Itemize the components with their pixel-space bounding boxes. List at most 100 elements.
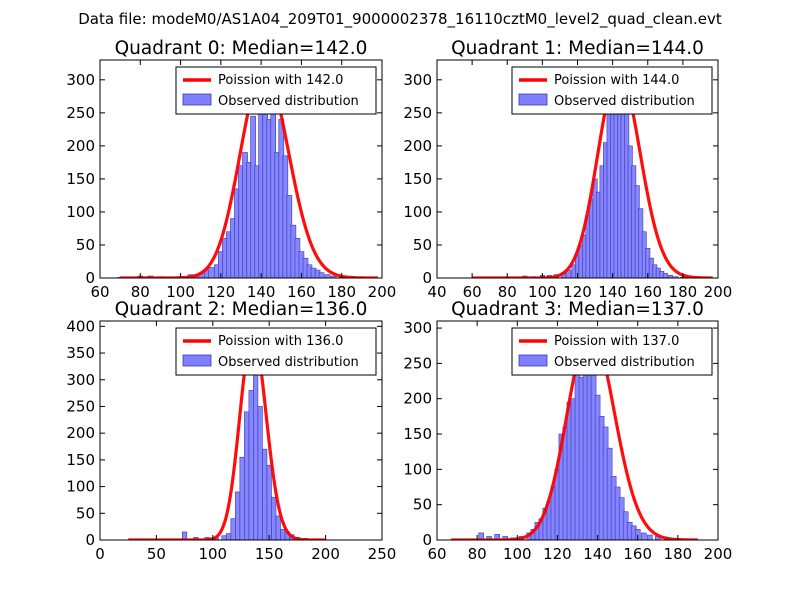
y-tick-label: 150 (403, 425, 432, 443)
histogram-bar-8 (239, 456, 245, 540)
x-tick-label: 250 (368, 545, 397, 563)
x-tick-label: 200 (704, 283, 733, 301)
y-tick-label: 100 (66, 478, 95, 496)
x-tick-label: 150 (255, 545, 284, 563)
x-tick-label: 180 (664, 545, 693, 563)
axes-frame (436, 320, 719, 541)
x-tick-label: 120 (563, 283, 592, 301)
y-tick-label: 200 (66, 424, 95, 442)
x-tick-label: 160 (623, 545, 652, 563)
y-tick-label: 0 (85, 531, 95, 549)
x-tick-label: 80 (131, 283, 150, 301)
histogram-bar-6 (230, 518, 236, 540)
legend-patch-swatch (518, 354, 548, 367)
y-tick-label: 50 (413, 236, 432, 254)
legend: Poission with 144.0 Observed distribution (511, 66, 713, 115)
y-tick-label: 300 (66, 71, 95, 89)
y-tick-label: 300 (403, 71, 432, 89)
y-tick-label: 100 (66, 203, 95, 221)
x-tick-label: 60 (427, 545, 446, 563)
legend-label-poisson: Poission with 144.0 (554, 73, 679, 88)
x-tick-label: 100 (503, 545, 532, 563)
chart-title: Quadrant 3: Median=137.0 (451, 299, 704, 320)
x-tick-label: 60 (90, 283, 109, 301)
histogram-bar-38 (324, 274, 331, 278)
x-tick-label: 180 (327, 283, 356, 301)
figure-suptitle: Data file: modeM0/AS1A04_209T01_90000023… (78, 10, 722, 29)
y-tick-label: 0 (85, 269, 95, 287)
histogram-bar-4 (221, 535, 227, 540)
plot-area (451, 327, 698, 540)
legend: Poission with 137.0 Observed distribution (511, 327, 713, 376)
x-tick-label: 120 (543, 545, 572, 563)
y-tick-label: 200 (66, 137, 95, 155)
y-tick-label: 0 (422, 531, 432, 549)
legend-box (511, 66, 713, 115)
legend-patch-swatch (182, 354, 212, 367)
y-tick-label: 400 (66, 317, 95, 335)
legend: Poission with 142.0 Observed distribution (175, 66, 377, 115)
histogram-bar-15 (271, 496, 277, 540)
x-tick-label: 200 (704, 545, 733, 563)
chart-title: Quadrant 1: Median=144.0 (451, 38, 704, 59)
axes-frame (99, 59, 383, 279)
y-tick-label: 250 (403, 104, 432, 122)
poisson-curve-line (127, 332, 327, 540)
plot-area (127, 332, 327, 540)
x-tick-label: 160 (633, 283, 662, 301)
legend-label-poisson: Poission with 137.0 (554, 334, 679, 349)
quadrant-1-chart: 40 60 80 100 120 140 160 180 200 0 50 100 150 200 250 3… (403, 38, 732, 301)
x-tick-label: 140 (247, 283, 276, 301)
y-tick-label: 300 (403, 319, 432, 337)
quadrant-2-chart: 0 50 100 150 200 250 0 50 100 150 200 250 300 350 400 Q… (66, 299, 396, 563)
y-tick-label: 300 (66, 371, 95, 389)
histogram-bar-0 (478, 532, 484, 540)
y-tick-label: 50 (413, 496, 432, 514)
quadrant-3-chart: 60 80 100 120 140 160 180 200 0 50 100 150 200 250 300… (403, 299, 732, 563)
legend-box (175, 66, 377, 115)
chart-title: Quadrant 0: Median=142.0 (115, 38, 368, 59)
x-tick-label: 200 (311, 545, 340, 563)
legend-patch-swatch (518, 93, 548, 106)
x-tick-label: 50 (147, 545, 166, 563)
histogram-bar-34 (640, 532, 647, 540)
y-tick-label: 0 (422, 269, 432, 287)
chart-title: Quadrant 2: Median=136.0 (115, 299, 368, 320)
x-tick-label: 140 (598, 283, 627, 301)
y-tick-label: 100 (403, 203, 432, 221)
y-tick-label: 150 (66, 451, 95, 469)
axes-frame (99, 320, 383, 541)
legend-patch-swatch (182, 93, 212, 106)
histogram-bar-16 (275, 515, 281, 540)
y-tick-label: 50 (76, 504, 95, 522)
y-tick-label: 150 (66, 170, 95, 188)
y-tick-label: 100 (403, 460, 432, 478)
x-tick-label: 100 (528, 283, 557, 301)
x-tick-label: 100 (166, 283, 195, 301)
y-tick-label: 150 (403, 170, 432, 188)
histogram-bar-14 (266, 464, 272, 540)
histogram-bar-37 (318, 272, 325, 278)
x-tick-label: 200 (368, 283, 397, 301)
x-tick-label: 140 (583, 545, 612, 563)
histogram-bar-10 (248, 390, 254, 540)
y-tick-label: 250 (66, 104, 95, 122)
legend-label-observed: Observed distribution (554, 94, 695, 109)
legend-label-observed: Observed distribution (554, 355, 695, 370)
x-tick-label: 0 (95, 545, 105, 563)
poisson-curve-line (472, 70, 713, 278)
x-tick-label: 120 (207, 283, 236, 301)
y-tick-label: 200 (403, 137, 432, 155)
histogram-bar-10 (207, 267, 214, 278)
y-tick-label: 250 (66, 397, 95, 415)
x-tick-label: 180 (669, 283, 698, 301)
histogram-bar-35 (646, 534, 653, 540)
x-tick-label: 160 (287, 283, 316, 301)
y-tick-label: 350 (66, 344, 95, 362)
histogram-bar-33 (634, 529, 641, 540)
histogram-bar-13 (262, 448, 268, 540)
legend-label-poisson: Poission with 136.0 (218, 334, 343, 349)
x-tick-label: 100 (198, 545, 227, 563)
legend-box (175, 327, 377, 376)
